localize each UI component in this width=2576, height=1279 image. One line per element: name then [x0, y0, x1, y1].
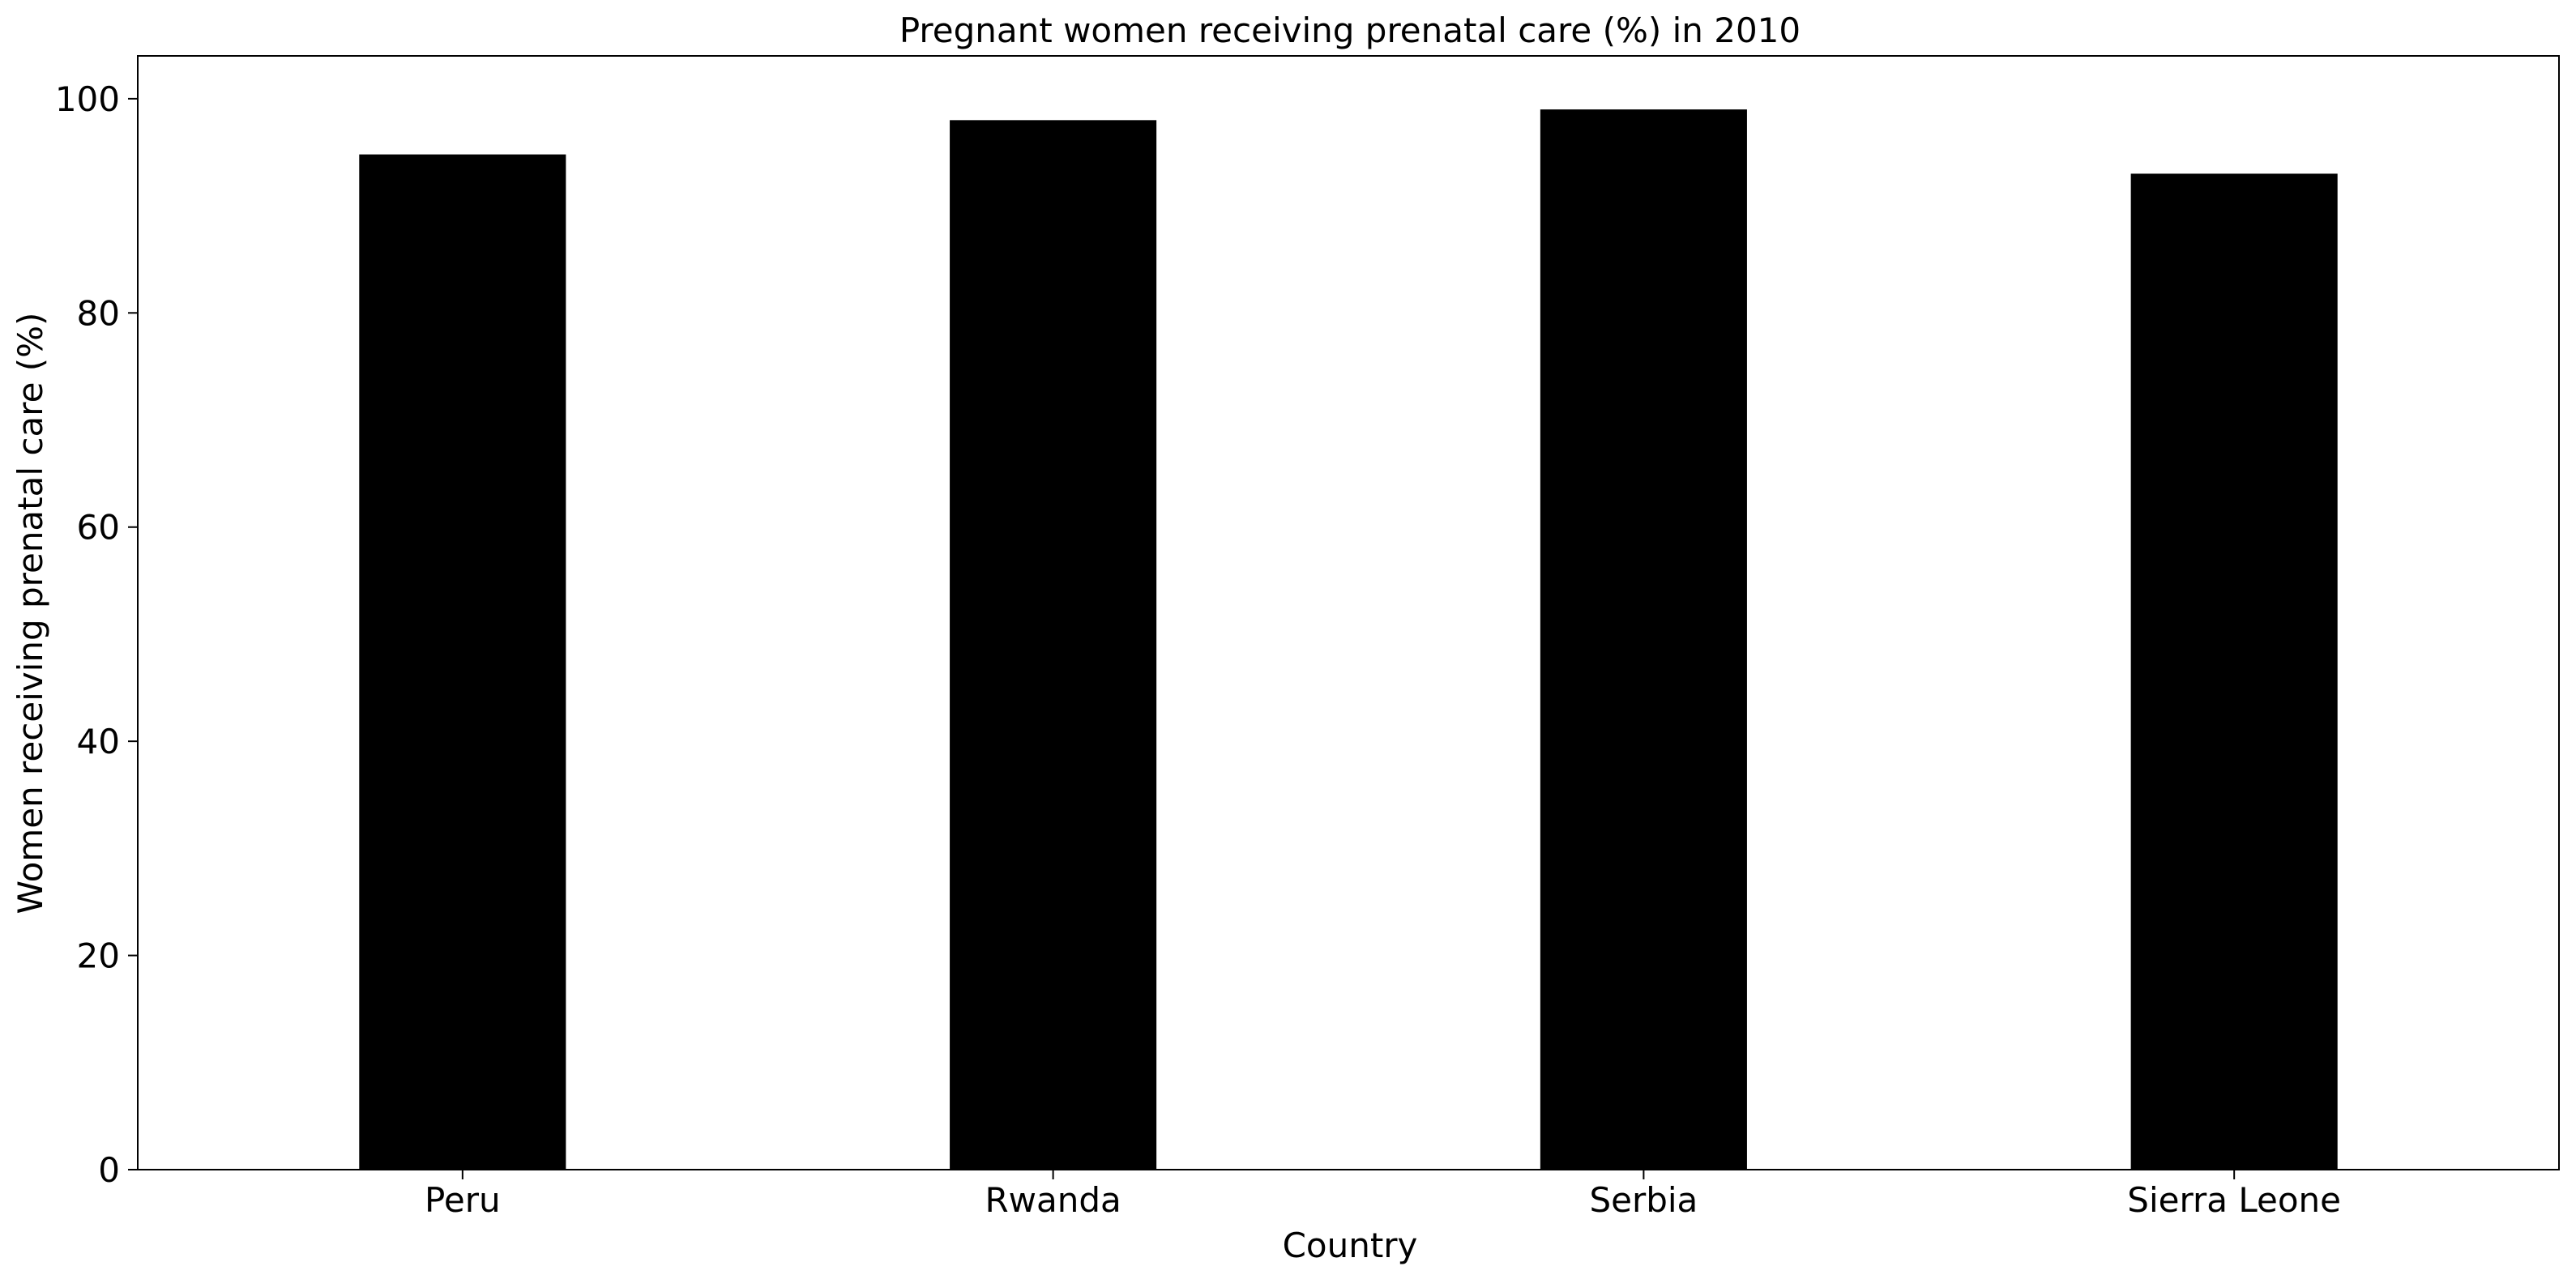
chart-title: Pregnant women receiving prenatal care (…: [899, 11, 1801, 50]
y-tick-label: 60: [77, 508, 120, 548]
bar-peru: [359, 154, 566, 1170]
y-tick-label: 40: [77, 722, 120, 761]
y-tick-label: 80: [77, 293, 120, 333]
x-tick-label-peru: Peru: [425, 1180, 501, 1220]
x-tick-label-sierra-leone: Sierra Leone: [2127, 1180, 2341, 1220]
y-tick-label: 100: [55, 79, 120, 119]
plot-frame: [137, 55, 2560, 1170]
bar-rwanda: [950, 120, 1157, 1170]
x-axis-ticks: Peru Rwanda Serbia Sierra Leone: [425, 1170, 2341, 1220]
x-tick-label-serbia: Serbia: [1589, 1180, 1698, 1220]
bar-serbia: [1540, 109, 1747, 1170]
y-axis-ticks: 0 20 40 60 80 100: [55, 79, 138, 1190]
x-tick-label-rwanda: Rwanda: [985, 1180, 1121, 1220]
y-axis-label: Women receiving prenatal care (%): [11, 313, 50, 914]
y-tick-label: 20: [77, 936, 120, 976]
y-tick-label: 0: [98, 1150, 120, 1190]
bar-sierra-leone: [2130, 173, 2338, 1170]
x-axis-label: Country: [1283, 1226, 1418, 1265]
bars-layer: [359, 109, 2338, 1170]
